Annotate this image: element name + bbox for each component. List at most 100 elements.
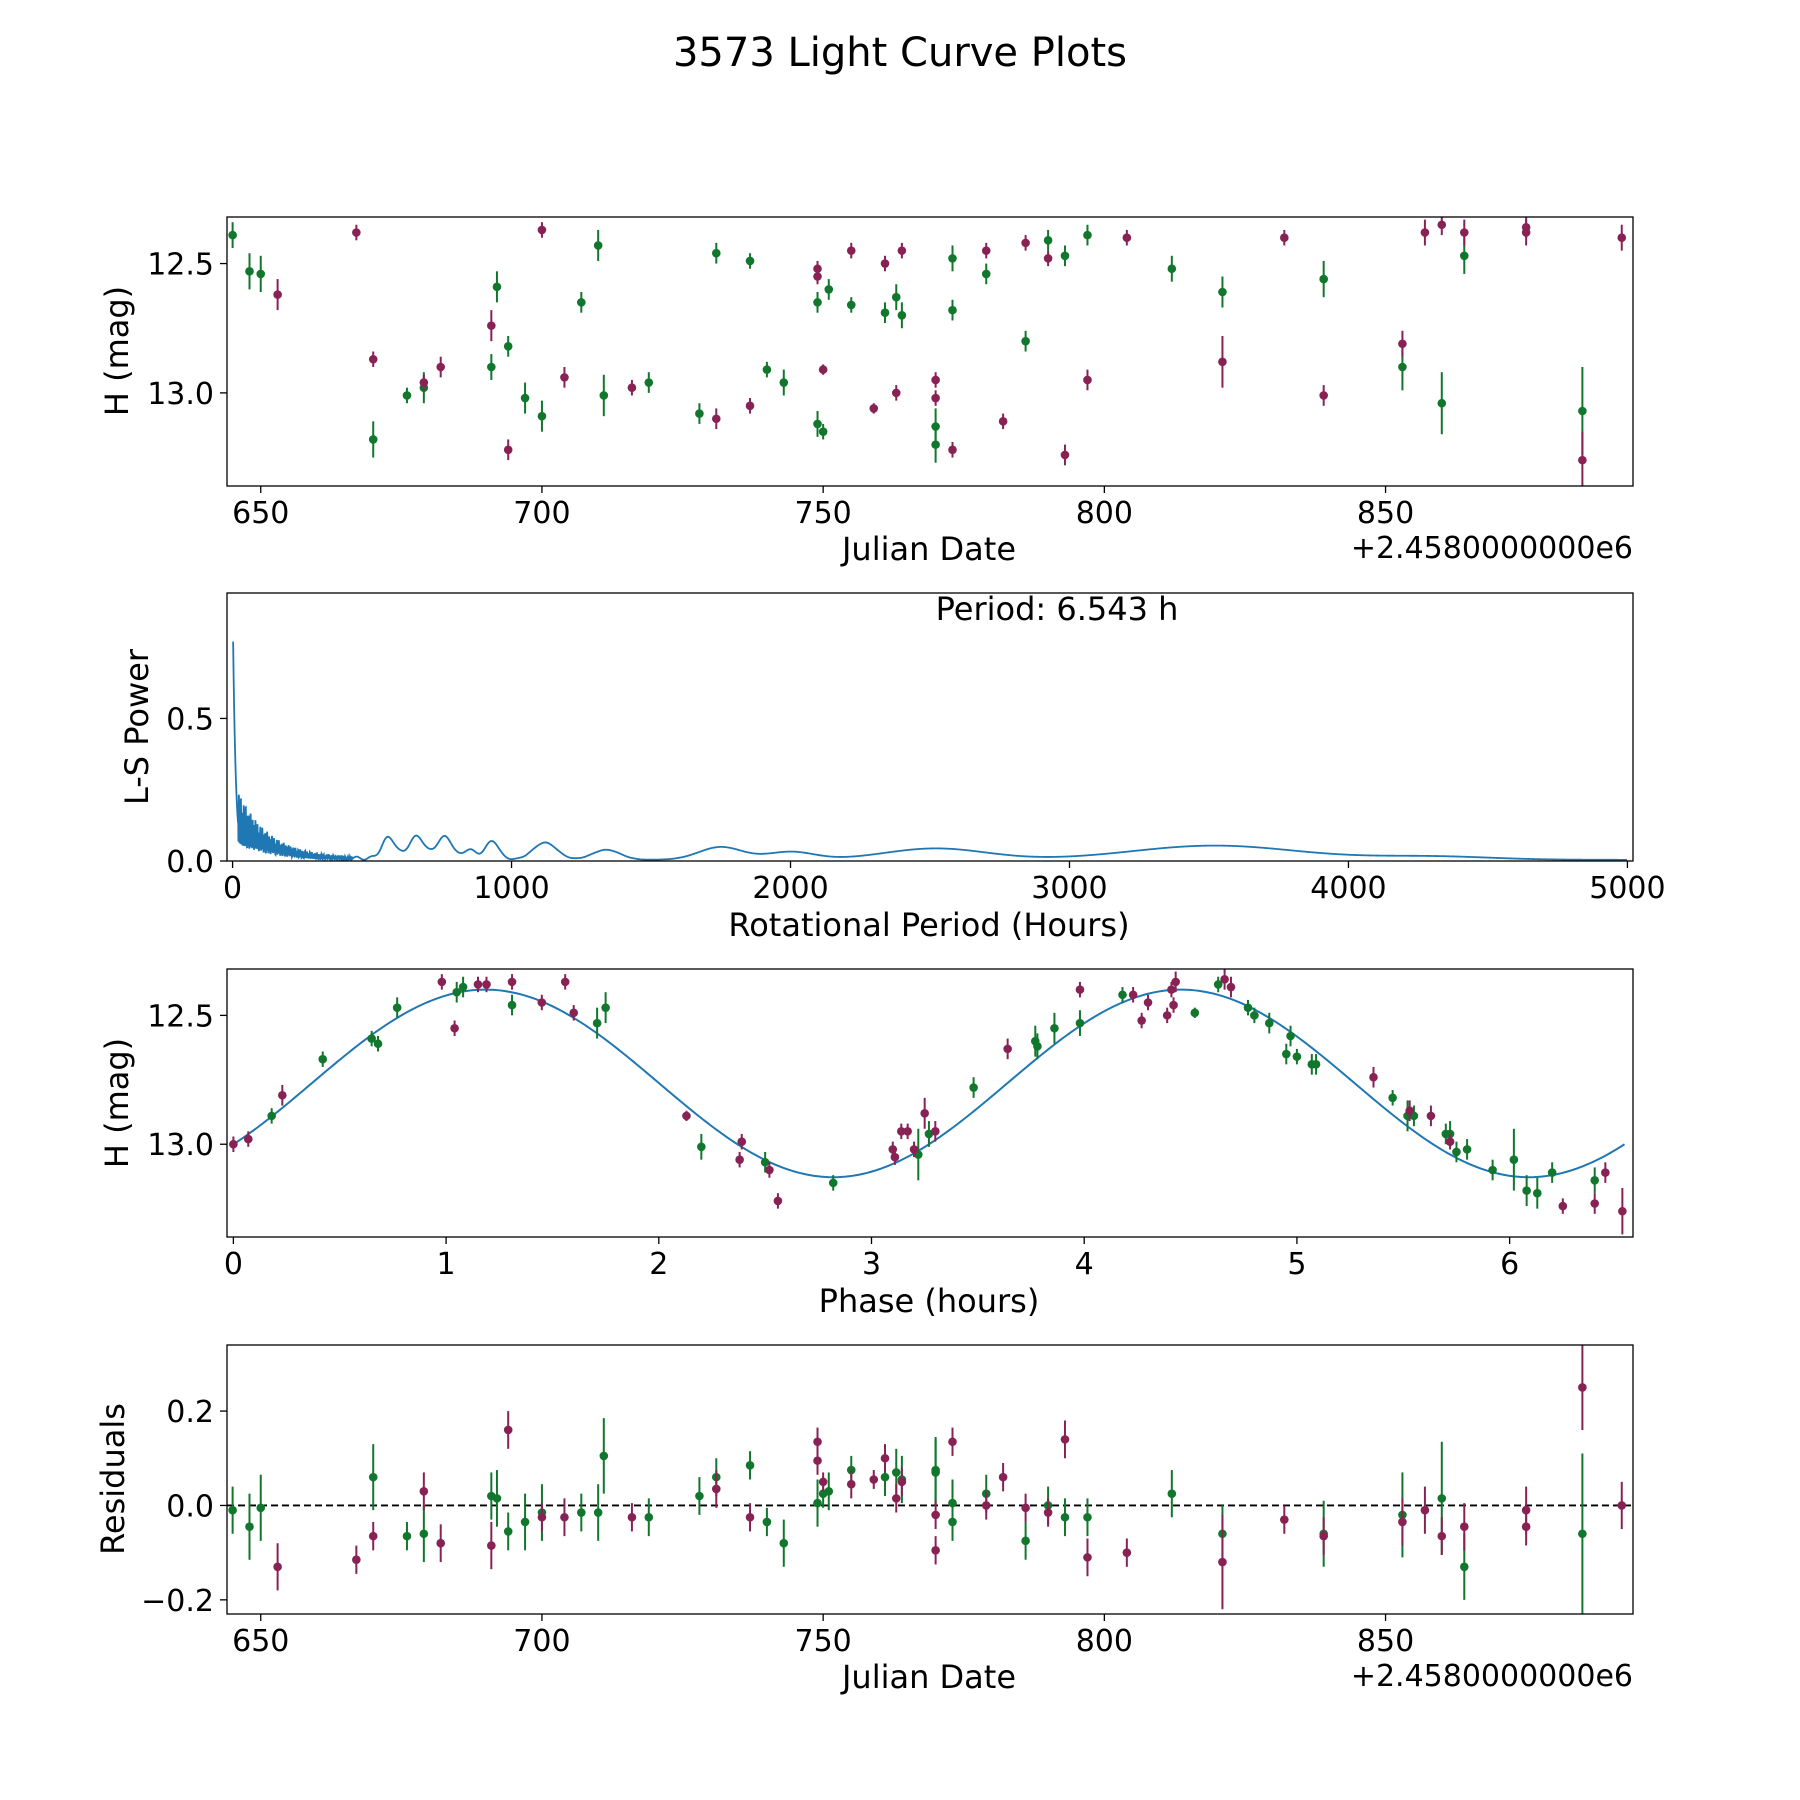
data-point [1167, 264, 1177, 274]
data-point [824, 285, 834, 294]
data-point [931, 1510, 940, 1520]
data-point [846, 246, 856, 255]
data-point [520, 393, 530, 403]
data-point [1137, 1016, 1146, 1025]
x-tick-label: 650 [232, 1624, 289, 1659]
data-point [1169, 1000, 1178, 1010]
periodogram-axes-frame [226, 592, 1634, 862]
x-tick-label: 750 [795, 496, 852, 531]
data-point [1250, 1011, 1259, 1020]
data-point [256, 1503, 266, 1513]
data-point [1060, 1435, 1070, 1444]
data-point [520, 1517, 530, 1527]
data-point [368, 354, 378, 364]
data-point [644, 378, 654, 387]
data-point [846, 1465, 856, 1475]
phase-ylabel: H (mag) [98, 1038, 136, 1168]
data-point [419, 1486, 429, 1496]
data-point [599, 391, 609, 400]
data-point [1128, 990, 1138, 1000]
data-point [487, 362, 496, 372]
phase-xlabel: Phase (hours) [819, 1282, 1040, 1320]
data-point [352, 228, 361, 237]
data-point [779, 1538, 789, 1548]
data-point [245, 267, 254, 276]
data-point [487, 1541, 496, 1550]
data-point [273, 1562, 282, 1572]
data-point [1083, 1512, 1092, 1522]
data-point [1437, 398, 1447, 408]
data-point [392, 1003, 402, 1012]
data-point [1488, 1165, 1497, 1175]
data-point [1547, 1168, 1557, 1177]
data-point [981, 246, 991, 255]
data-point [1122, 233, 1132, 242]
data-point [897, 310, 907, 320]
phase-folded-panel: 0 1 2 3 4 5 6 13.0 12.5 Phase (hours) H (mag) [98, 968, 1634, 1320]
x-tick-label: 2 [649, 1247, 668, 1282]
x-tick-label: 650 [232, 496, 289, 531]
data-point [1405, 1106, 1414, 1116]
data-point [278, 1090, 287, 1100]
x-tick-label: 0 [223, 871, 242, 906]
data-point [1398, 362, 1407, 372]
data-point [1445, 1137, 1455, 1146]
data-point [846, 1479, 856, 1489]
data-point [1021, 336, 1030, 346]
data-point [813, 298, 822, 307]
data-point [1226, 982, 1236, 992]
data-point [880, 308, 890, 318]
data-point [1043, 254, 1053, 263]
data-point [998, 1472, 1008, 1482]
data-point [593, 1508, 603, 1517]
data-point [931, 375, 940, 385]
data-point [1003, 1044, 1012, 1054]
data-point [368, 1472, 378, 1482]
data-point [1521, 223, 1531, 232]
data-point [1075, 985, 1085, 994]
data-point [1558, 1201, 1568, 1211]
data-point [880, 1453, 890, 1463]
figure-title: 3573 Light Curve Plots [673, 30, 1127, 76]
data-point [368, 435, 378, 444]
data-point [903, 1127, 912, 1136]
data-point [537, 411, 547, 421]
data-point [813, 272, 822, 281]
data-point [1420, 1505, 1430, 1515]
data-point [1075, 1018, 1085, 1028]
data-point [711, 248, 721, 258]
data-point [697, 1142, 706, 1152]
data-point [560, 1512, 569, 1522]
data-point [1190, 1008, 1200, 1018]
data-point [1369, 1072, 1378, 1082]
data-point [473, 980, 483, 989]
residuals-xlabel: Julian Date [840, 1658, 1016, 1696]
data-point [537, 225, 547, 235]
data-point [243, 1134, 253, 1144]
data-point [368, 1531, 378, 1541]
data-point [593, 241, 603, 250]
data-point [1398, 339, 1407, 349]
data-point [1281, 1049, 1291, 1059]
data-point [981, 269, 991, 279]
data-point [762, 365, 772, 374]
x-tick-label: 0 [224, 1247, 243, 1282]
data-point [695, 409, 704, 418]
data-point [1021, 1503, 1030, 1513]
data-point [1143, 998, 1153, 1007]
data-point [891, 1494, 901, 1503]
data-point [891, 292, 901, 302]
data-point [482, 980, 491, 989]
data-point [948, 1517, 957, 1527]
data-point [948, 445, 957, 455]
data-point [627, 1512, 637, 1522]
data-point [931, 1545, 940, 1555]
data-point [458, 982, 468, 992]
data-point [507, 977, 517, 987]
y-tick-label: −0.2 [141, 1584, 214, 1619]
data-point [601, 1003, 610, 1012]
data-point [1459, 251, 1469, 261]
data-point [503, 342, 513, 351]
data-point [745, 256, 755, 266]
x-tick-label: 800 [1076, 1624, 1133, 1659]
